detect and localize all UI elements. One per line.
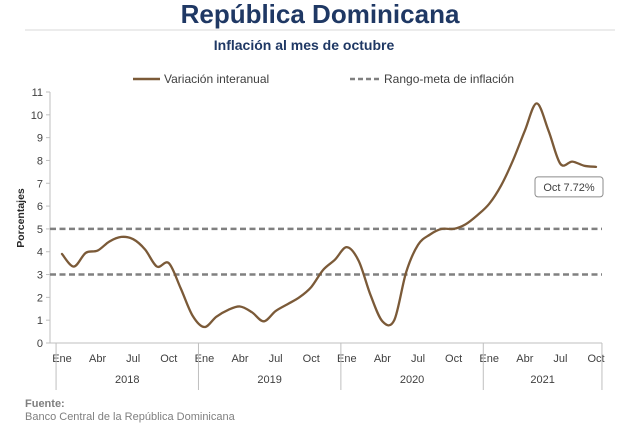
callout-box [534,176,604,198]
y-tick-label: 4 [37,247,43,259]
year-label: 2020 [400,374,424,386]
x-tick-label: Ene [52,353,72,365]
y-axis-label: Porcentajes [15,188,27,248]
x-tick-label: Abr [231,353,248,365]
source-text: Banco Central de la República Dominicana [25,411,236,423]
x-tick-label: Oct [587,353,604,365]
year-label: 2018 [115,374,139,386]
y-tick-label: 8 [37,155,43,167]
x-tick-label: Abr [516,353,533,365]
page-title: República Dominicana [181,0,460,29]
y-tick-label: 0 [37,338,43,350]
y-tick-label: 1 [37,315,43,327]
callout-label: Oct 7.72% [543,182,595,194]
year-label: 2021 [530,374,554,386]
x-tick-label: Abr [374,353,391,365]
x-tick-label: Jul [553,353,567,365]
y-axis-ticks: 0 1 2 3 4 5 6 7 8 9 10 11 [31,87,50,350]
x-axis-month-labels: Ene Abr Jul Oct Ene Abr Jul Oct Ene Abr Jul Oct Ene A… [52,353,604,365]
x-tick-label: Jul [411,353,425,365]
y-tick-label: 3 [37,270,43,282]
x-tick-label: Jul [126,353,140,365]
y-tick-label: 6 [37,201,43,213]
y-tick-label: 2 [37,292,43,304]
y-tick-label: 5 [37,224,43,236]
x-tick-label: Oct [160,353,177,365]
x-tick-label: Ene [195,353,215,365]
y-tick-label: 11 [32,87,43,99]
x-tick-label: Jul [269,353,283,365]
x-tick-label: Oct [445,353,462,365]
y-tick-label: 7 [37,178,43,190]
legend-label-rango-meta: Rango-meta de inflación [384,72,514,86]
chart-title: Inflación al mes de octubre [214,37,395,53]
x-tick-label: Oct [303,353,320,365]
year-label: 2019 [257,374,281,386]
y-tick-label: 9 [37,133,43,145]
series-line-variacion-interanual [60,102,598,329]
x-tick-label: Ene [479,353,499,365]
source-heading: Fuente: [25,398,65,410]
data-label-callout: Oct 7.72% [534,176,604,198]
legend-label-variacion-interanual: Variación interanual [164,72,269,86]
x-axis-year-groups: 2018 2019 2020 2021 [55,343,603,390]
legend: Variación interanual Rango-meta de infla… [133,72,514,86]
y-tick-label: 10 [31,110,43,122]
legend-item-rango-meta: Rango-meta de inflación [350,72,514,86]
x-tick-label: Abr [89,353,106,365]
x-tick-label: Ene [337,353,357,365]
target-range-lines [50,227,602,276]
legend-item-variacion-interanual: Variación interanual [133,72,269,86]
